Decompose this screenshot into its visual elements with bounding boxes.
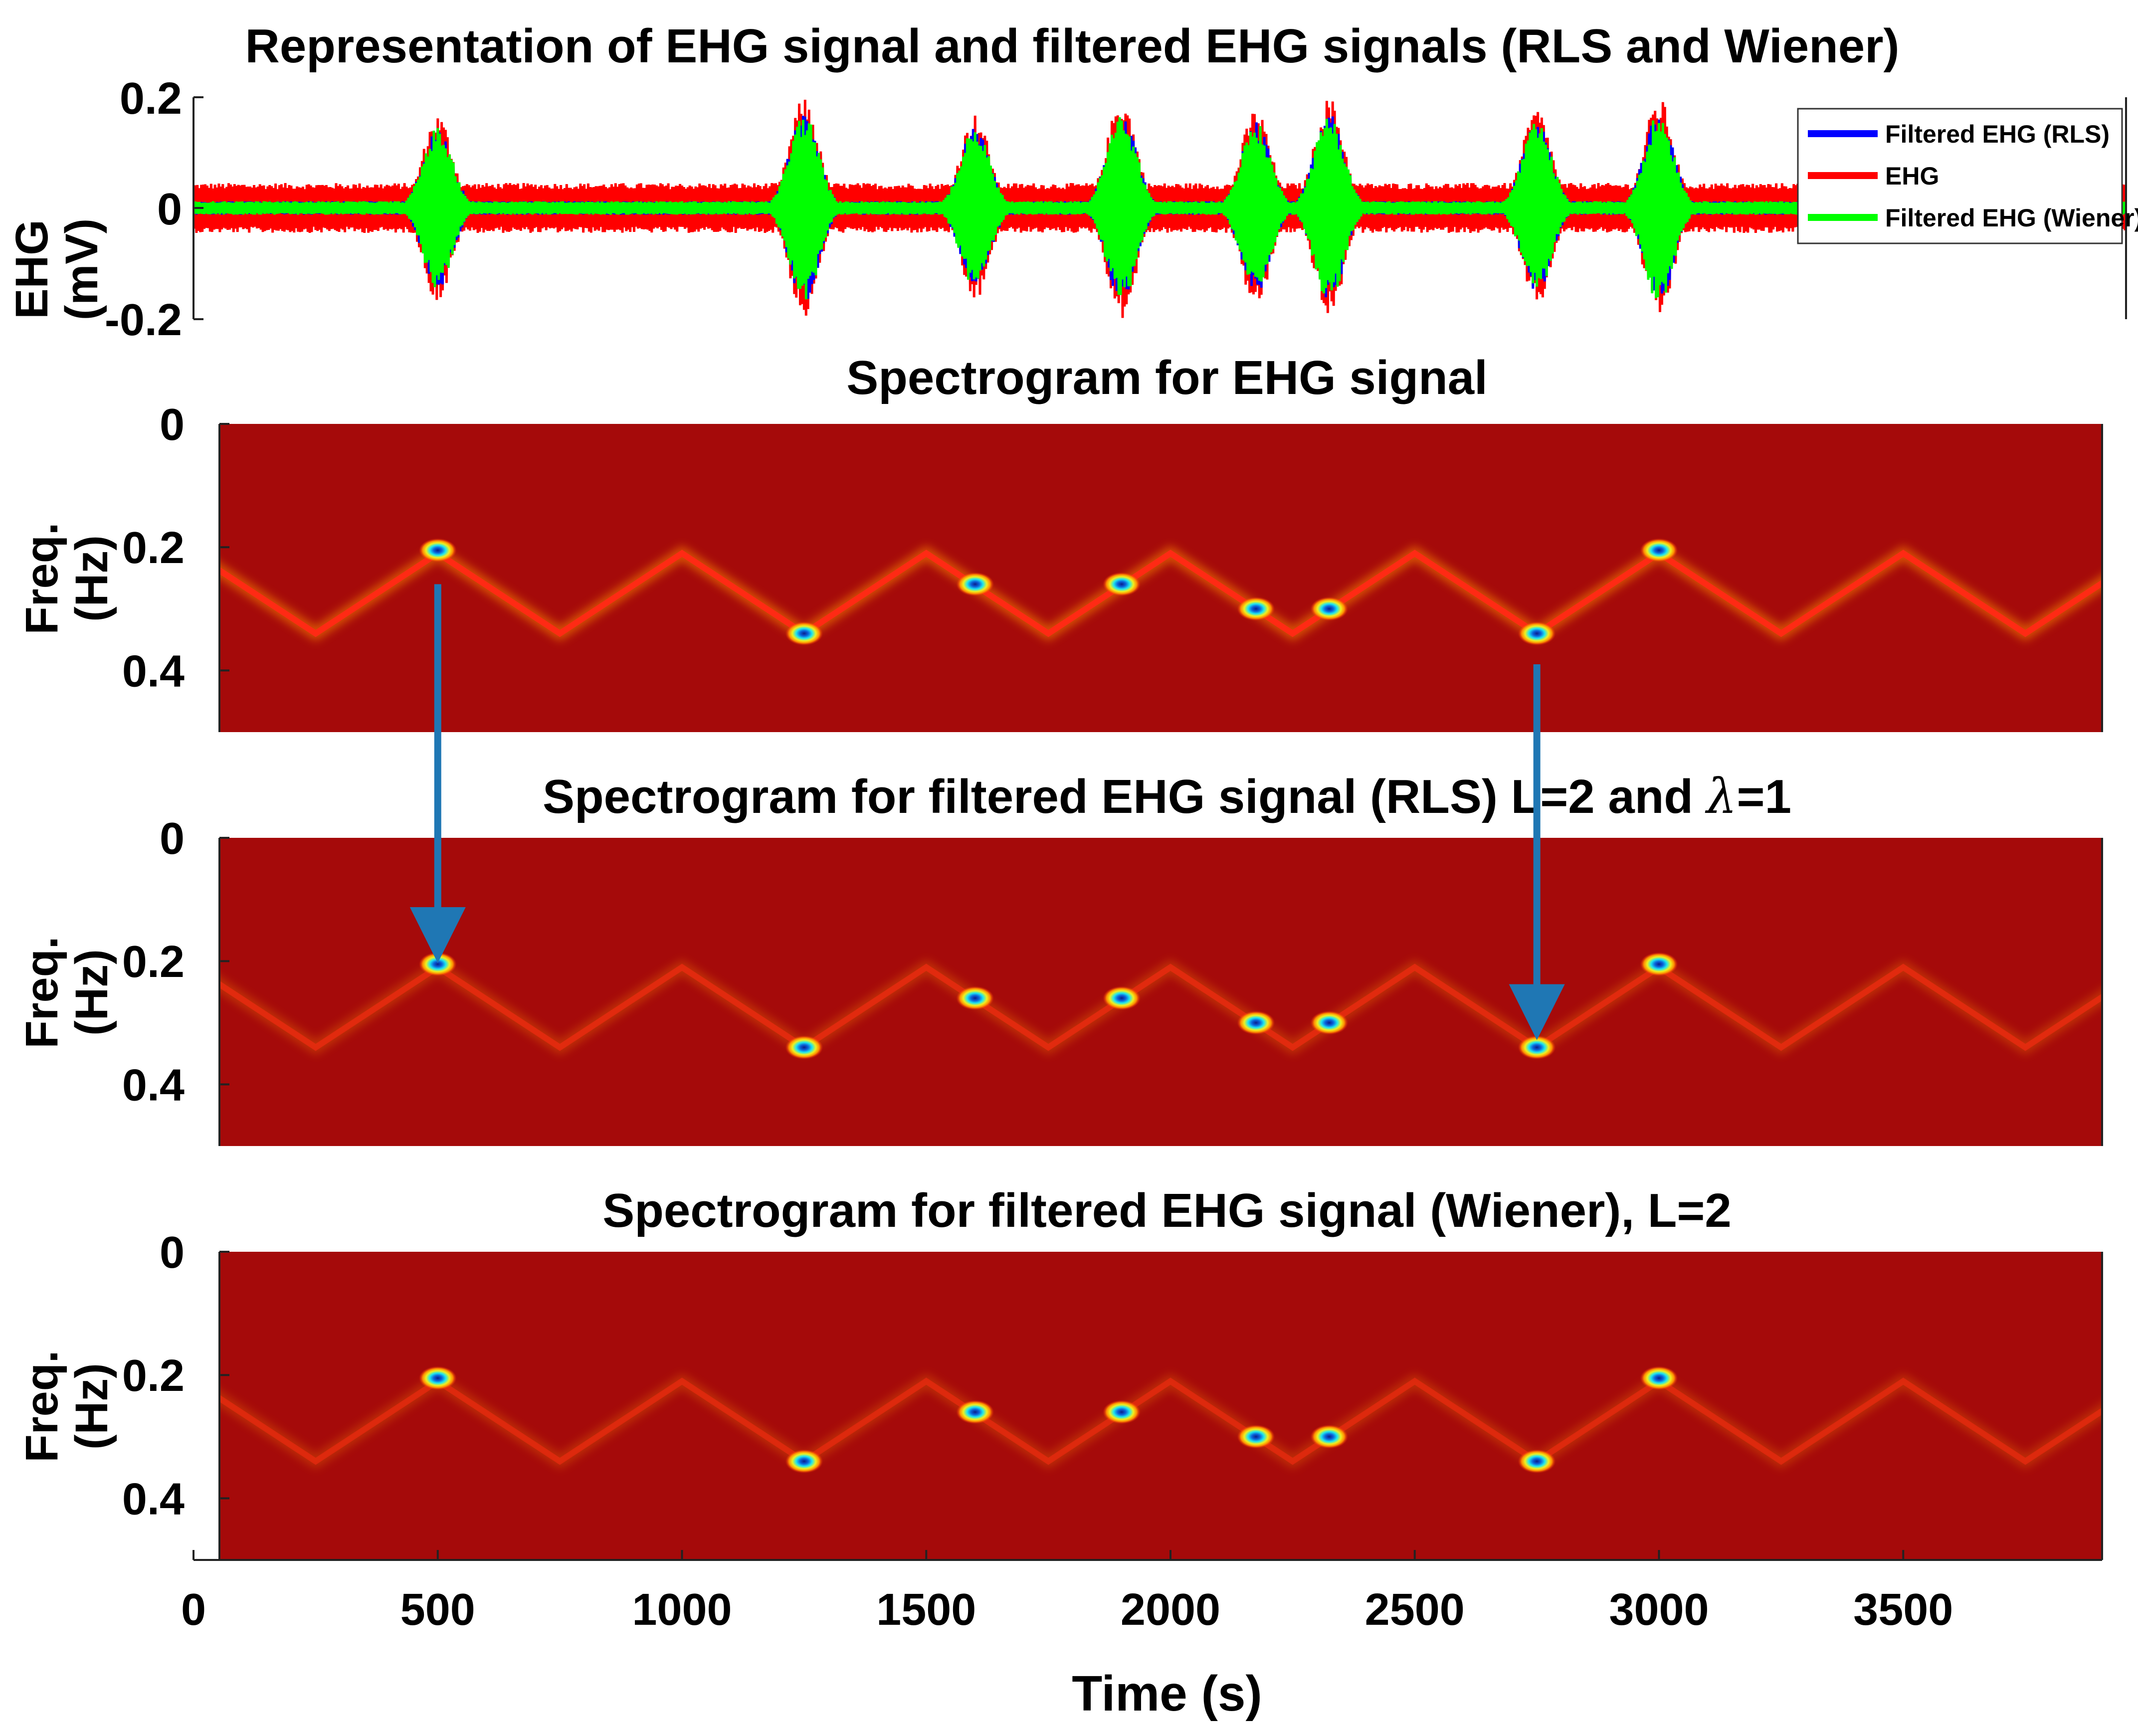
panel1-y-ticks: 0.2 0 -0.2 [105,74,203,345]
x-tick-label: 1000 [632,1585,732,1635]
x-axis-label: Time (s) [1072,1666,1262,1722]
spectrogram-ytick-label: 0.2 [122,937,185,987]
spectrogram-hotspot [956,986,994,1010]
spectrogram-ytick-label: 0.4 [122,646,185,696]
spectrogram-hotspot [785,1449,823,1474]
spectrogram-hotspot [785,1035,823,1060]
spectrogram-hotspot [418,1366,457,1390]
legend-label-rls: Filtered EHG (RLS) [1885,120,2110,148]
legend-label-wiener: Filtered EHG (Wiener) [1885,204,2138,232]
panel-spectrogram-rls: Spectrogram for filtered EHG signal (RLS… [16,769,2103,1146]
x-tick-label: 3000 [1609,1585,1709,1635]
spectrogram-hotspot [1640,538,1678,563]
spectrogram-hotspot [1310,1010,1349,1035]
panel3-spectrogram: 0 0.2 0.4 [122,814,2103,1146]
spectrogram-hotspot [1310,1424,1349,1449]
panel1-ylabel-line1: EHG [6,219,57,319]
panel1-ytick-label: 0.2 [120,74,182,124]
spectrogram-background [219,424,2102,732]
panel-spectrogram-wiener: Spectrogram for filtered EHG signal (Wie… [16,1184,2103,1722]
spectrogram-hotspot [785,621,823,646]
panel2-ylabel-line2: (Hz) [66,535,117,622]
spectrogram-ridge [219,550,2102,637]
spectrogram-hotspot [1518,621,1556,646]
panel3-ylabel-line1: Freq. [16,937,67,1049]
spectrogram-ytick-label: 0.4 [122,1060,185,1110]
panel2-ylabel-line1: Freq. [16,523,67,635]
panel1-ytick-label: 0 [157,185,182,234]
spectrogram-background [219,1252,2102,1560]
panel1-ytick-label: -0.2 [105,295,182,345]
panel4-ylabel-line1: Freq. [16,1350,67,1463]
annotation-arrows [409,584,1565,1040]
panel1-ylabel-line2: (mV) [56,218,107,320]
spectrogram-hotspot [1310,596,1349,621]
x-tick-label: 0 [181,1585,206,1635]
spectrogram-hotspot [1640,952,1678,976]
panel3-ylabel-line2: (Hz) [66,949,117,1036]
spectrogram-ytick-label: 0 [160,400,185,450]
spectrogram-hotspot [1640,1366,1678,1390]
panel-spectrogram-ehg: Spectrogram for EHG signal 0 0.2 0.4 Freq.… [16,351,2103,732]
spectrogram-hotspot [1103,1400,1141,1424]
x-tick-label: 1500 [876,1585,976,1635]
spectrogram-hotspot [418,952,457,976]
panel-ehg-signal: Representation of EHG signal and filtere… [6,19,2138,345]
spectrogram-hotspot [1518,1035,1556,1060]
spectrogram-ridge [219,964,2102,1051]
panel2-title: Spectrogram for EHG signal [846,351,1488,404]
panel2-spectrogram: 0 0.2 0.4 [122,400,2103,732]
spectrogram-hotspot [1237,596,1275,621]
spectrogram-hotspot [418,538,457,563]
spectrogram-hotspot [1103,986,1141,1010]
panel4-spectrogram: 0 0.2 0.4 [122,1228,2103,1560]
spectrogram-hotspot [1518,1449,1556,1474]
spectrogram-hotspot [1237,1424,1275,1449]
x-tick-label: 500 [400,1585,475,1635]
spectrogram-ytick-label: 0.2 [122,523,185,573]
panel3-title: Spectrogram for filtered EHG signal (RLS… [543,769,1791,824]
panel4-ylabel-line2: (Hz) [66,1363,117,1450]
legend: Filtered EHG (RLS) EHG Filtered EHG (Wie… [1797,108,2138,244]
spectrogram-ytick-label: 0.4 [122,1474,185,1524]
spectrogram-hotspot [956,572,994,596]
spectrogram-hotspot [1237,1010,1275,1035]
x-tick-label: 2000 [1121,1585,1220,1635]
spectrogram-ridge [219,1377,2102,1465]
spectrogram-ytick-label: 0.2 [122,1351,185,1401]
spectrogram-ytick-label: 0 [160,814,185,864]
spectrogram-background [219,838,2102,1146]
x-tick-label: 3500 [1853,1585,1953,1635]
x-axis-ticks: 0 500 1000 1500 2000 2500 3000 3500 [181,1550,2102,1635]
spectrogram-hotspot [1103,572,1141,596]
legend-label-ehg: EHG [1885,162,1939,190]
panel4-title: Spectrogram for filtered EHG signal (Wie… [602,1184,1732,1237]
spectrogram-ytick-label: 0 [160,1228,185,1278]
spectrogram-hotspot [956,1400,994,1424]
x-tick-label: 2500 [1365,1585,1465,1635]
panel1-title: Representation of EHG signal and filtere… [245,19,1900,73]
